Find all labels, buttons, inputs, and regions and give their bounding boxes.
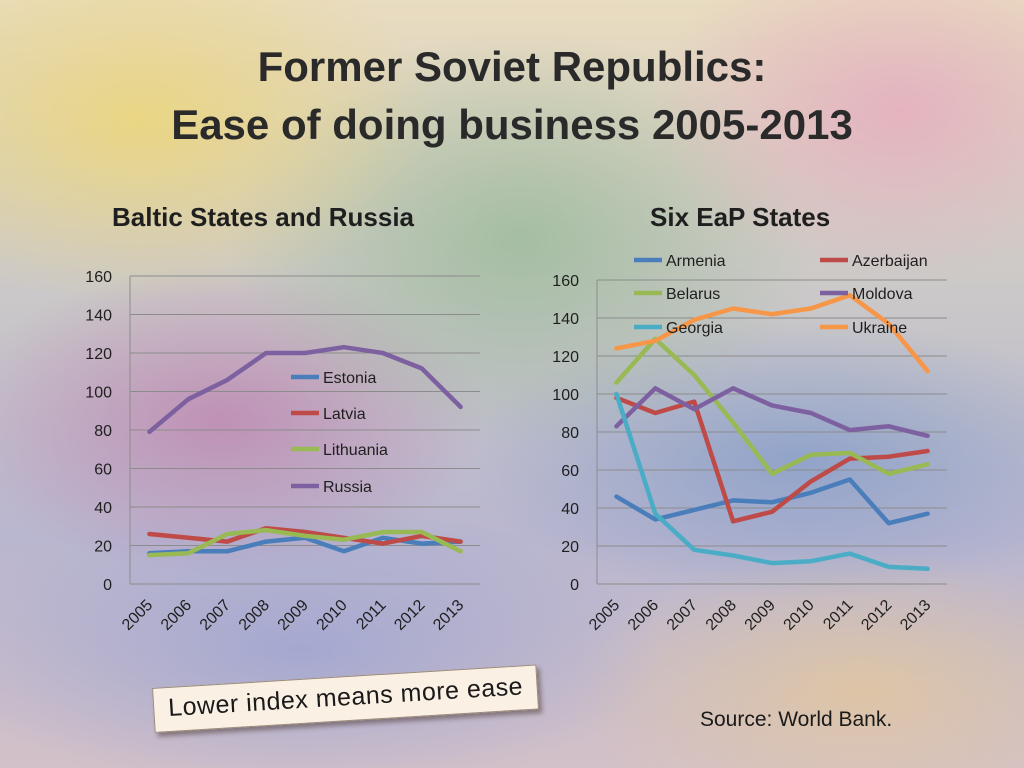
x-tick-label: 2005 <box>586 597 623 634</box>
y-tick-label: 160 <box>552 273 579 290</box>
y-tick-label: 140 <box>85 308 112 325</box>
x-tick-label: 2010 <box>781 597 818 634</box>
x-tick-label: 2006 <box>625 597 662 634</box>
legend-item-moldova: Moldova <box>820 286 913 303</box>
y-tick-label: 80 <box>561 425 579 442</box>
y-tick-label: 60 <box>94 462 112 479</box>
y-tick-label: 100 <box>85 385 112 402</box>
legend-label: Georgia <box>666 320 723 337</box>
chart-2-title: Six EaP States <box>650 202 831 232</box>
x-tick-label: 2012 <box>858 597 895 634</box>
legend-label: Armenia <box>666 253 726 270</box>
legend-label: Lithuania <box>323 442 388 459</box>
legend-item-russia: Russia <box>291 479 372 496</box>
y-tick-label: 60 <box>561 463 579 480</box>
legend-item-armenia: Armenia <box>634 253 726 270</box>
y-tick-label: 0 <box>103 577 112 594</box>
series-line-georgia <box>614 391 930 572</box>
x-tick-label: 2013 <box>897 597 934 634</box>
series-line-ukraine <box>614 292 930 374</box>
legend-label: Moldova <box>852 286 913 303</box>
series-line-armenia <box>614 477 930 526</box>
series-line-lithuania <box>147 527 463 558</box>
legend-item-belarus: Belarus <box>634 286 720 303</box>
series-line-belarus <box>614 336 930 477</box>
series-line-russia <box>147 344 463 435</box>
series-line-azerbaijan <box>614 395 930 524</box>
series-line-latvia <box>147 525 463 546</box>
page-title-line-2: Ease of doing business 2005-2013 <box>171 101 853 148</box>
legend-item-ukraine: Ukraine <box>820 320 907 337</box>
legend-item-lithuania: Lithuania <box>291 442 388 459</box>
x-tick-label: 2009 <box>742 597 779 634</box>
y-tick-label: 100 <box>552 387 579 404</box>
legend-label: Belarus <box>666 286 720 303</box>
legend-item-azerbaijan: Azerbaijan <box>820 253 928 270</box>
y-tick-label: 40 <box>561 501 579 518</box>
x-tick-label: 2007 <box>664 597 701 634</box>
page-title-line-1: Former Soviet Republics: <box>257 43 767 90</box>
y-tick-label: 40 <box>94 500 112 517</box>
x-tick-label: 2011 <box>820 597 856 633</box>
x-tick-label: 2008 <box>703 597 740 634</box>
legend-item-estonia: Estonia <box>291 370 376 387</box>
legend-label: Estonia <box>323 370 376 387</box>
source-note: Source: World Bank. <box>700 708 893 731</box>
y-tick-label: 20 <box>94 539 112 556</box>
y-tick-label: 20 <box>561 539 579 556</box>
y-tick-label: 120 <box>552 349 579 366</box>
legend-label: Russia <box>323 479 372 496</box>
legend-item-georgia: Georgia <box>634 320 723 337</box>
chart-1-title: Baltic States and Russia <box>112 202 414 232</box>
series-line-moldova <box>614 386 930 439</box>
page-title: Former Soviet Republics: Ease of doing b… <box>0 38 1024 154</box>
legend-label: Azerbaijan <box>852 253 928 270</box>
y-tick-label: 0 <box>570 577 579 594</box>
legend-label: Ukraine <box>852 320 907 337</box>
y-tick-label: 120 <box>85 346 112 363</box>
y-tick-label: 80 <box>94 423 112 440</box>
y-tick-label: 160 <box>85 269 112 286</box>
legend-item-latvia: Latvia <box>291 406 366 423</box>
y-tick-label: 140 <box>552 311 579 328</box>
legend-label: Latvia <box>323 406 366 423</box>
